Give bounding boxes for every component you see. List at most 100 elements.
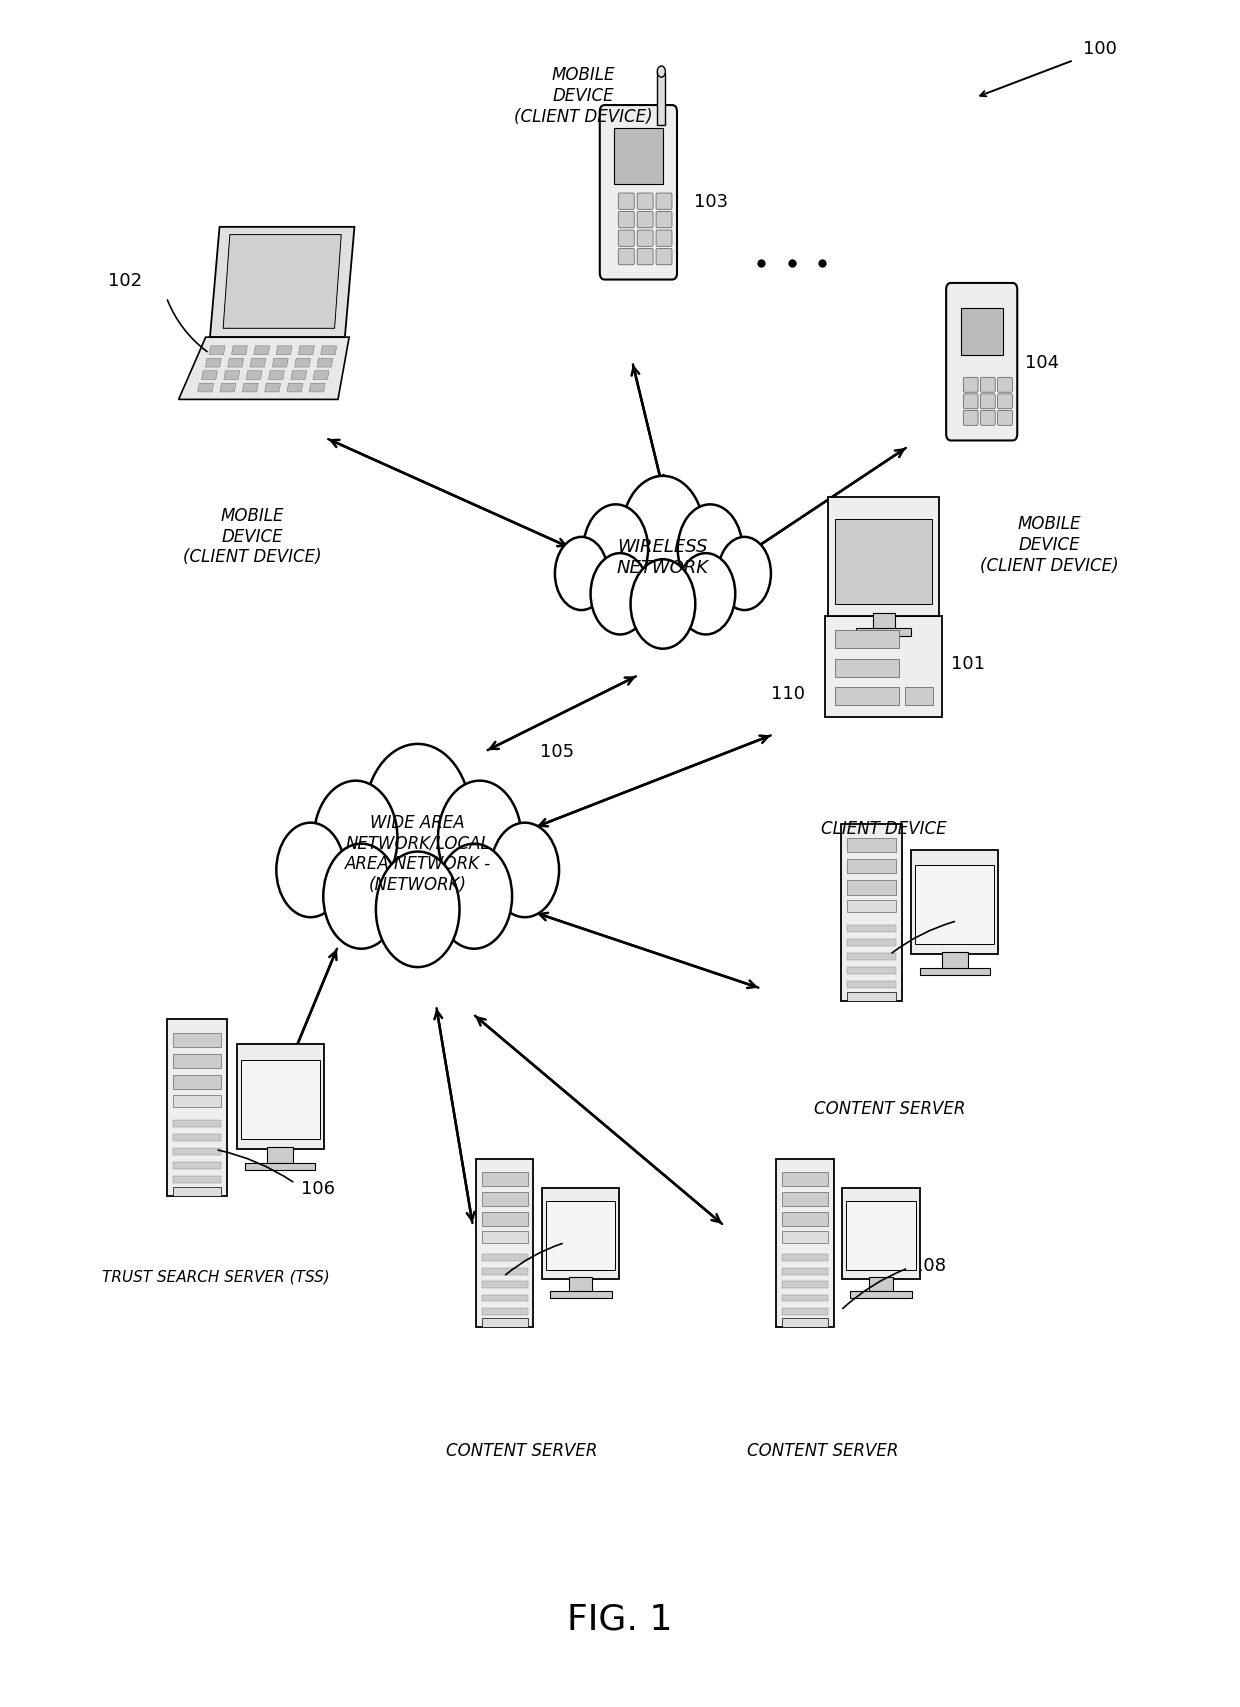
Bar	[847, 939, 895, 946]
FancyBboxPatch shape	[600, 106, 677, 280]
Polygon shape	[254, 347, 270, 355]
Bar	[846, 1202, 916, 1270]
Circle shape	[491, 823, 559, 918]
Bar	[873, 615, 894, 630]
Bar	[482, 1296, 528, 1301]
FancyBboxPatch shape	[637, 249, 653, 266]
Bar	[835, 659, 899, 678]
Circle shape	[554, 538, 608, 611]
Polygon shape	[206, 358, 221, 367]
FancyBboxPatch shape	[963, 394, 978, 410]
FancyBboxPatch shape	[981, 394, 996, 410]
Text: FIG. 1: FIG. 1	[568, 1601, 672, 1635]
Bar	[828, 498, 939, 616]
Circle shape	[583, 505, 649, 594]
Bar	[782, 1193, 828, 1207]
Bar	[542, 1188, 619, 1280]
Text: MOBILE
DEVICE
(CLIENT DEVICE): MOBILE DEVICE (CLIENT DEVICE)	[182, 507, 321, 567]
Bar	[847, 925, 895, 932]
Polygon shape	[273, 358, 288, 367]
FancyBboxPatch shape	[619, 249, 634, 266]
Bar	[782, 1231, 828, 1243]
FancyBboxPatch shape	[637, 230, 653, 248]
Bar	[482, 1193, 528, 1207]
Bar	[905, 688, 932, 707]
Bar	[482, 1308, 528, 1314]
Bar	[174, 1162, 222, 1169]
Text: 107: 107	[568, 1232, 603, 1250]
FancyBboxPatch shape	[656, 195, 672, 210]
Bar	[782, 1308, 828, 1314]
Polygon shape	[314, 372, 329, 381]
Bar	[915, 865, 994, 944]
Polygon shape	[250, 358, 265, 367]
FancyBboxPatch shape	[619, 212, 634, 229]
FancyBboxPatch shape	[656, 249, 672, 266]
Bar	[835, 519, 932, 604]
Polygon shape	[291, 372, 306, 381]
Circle shape	[436, 845, 512, 949]
Bar	[847, 860, 895, 874]
Bar	[482, 1268, 528, 1275]
FancyBboxPatch shape	[946, 283, 1017, 440]
FancyBboxPatch shape	[619, 230, 634, 248]
Polygon shape	[277, 347, 293, 355]
Text: 103: 103	[693, 193, 728, 210]
FancyBboxPatch shape	[637, 212, 653, 229]
Bar	[482, 1318, 528, 1326]
Polygon shape	[210, 347, 226, 355]
Bar	[826, 616, 942, 719]
Bar	[911, 850, 998, 954]
Bar	[869, 1277, 893, 1294]
Polygon shape	[321, 347, 336, 355]
Circle shape	[376, 852, 460, 968]
Bar	[246, 1162, 315, 1171]
Bar	[174, 1055, 222, 1069]
Text: MOBILE
DEVICE
(CLIENT DEVICE): MOBILE DEVICE (CLIENT DEVICE)	[513, 67, 652, 125]
Polygon shape	[223, 236, 341, 329]
Bar	[782, 1212, 828, 1226]
Text: 106: 106	[301, 1180, 335, 1198]
Bar	[549, 1292, 611, 1297]
Polygon shape	[228, 358, 243, 367]
Circle shape	[314, 782, 398, 896]
Bar	[782, 1296, 828, 1301]
Polygon shape	[309, 384, 325, 393]
FancyBboxPatch shape	[963, 411, 978, 427]
Bar	[482, 1231, 528, 1243]
Bar	[476, 1159, 533, 1326]
Bar	[237, 1045, 324, 1149]
Circle shape	[718, 538, 771, 611]
Bar	[847, 881, 895, 894]
Polygon shape	[264, 384, 280, 393]
Polygon shape	[210, 227, 355, 338]
Text: 105: 105	[541, 743, 574, 760]
Polygon shape	[202, 372, 217, 381]
Polygon shape	[295, 358, 310, 367]
Circle shape	[631, 560, 696, 649]
Bar	[847, 968, 895, 975]
FancyBboxPatch shape	[619, 195, 634, 210]
Text: 102: 102	[108, 271, 141, 290]
Bar	[174, 1133, 222, 1140]
Bar	[174, 1120, 222, 1127]
Bar	[657, 73, 666, 126]
Text: TRUST SEARCH SERVER (TSS): TRUST SEARCH SERVER (TSS)	[102, 1268, 330, 1284]
Bar	[782, 1282, 828, 1289]
Bar	[847, 838, 895, 852]
FancyBboxPatch shape	[998, 394, 1012, 410]
Bar	[167, 1019, 227, 1197]
Polygon shape	[242, 384, 258, 393]
Bar	[482, 1173, 528, 1186]
Polygon shape	[317, 358, 332, 367]
Bar	[847, 992, 895, 1002]
Polygon shape	[286, 384, 303, 393]
FancyBboxPatch shape	[656, 212, 672, 229]
Text: 108: 108	[911, 1256, 946, 1273]
Text: CLIENT DEVICE: CLIENT DEVICE	[821, 819, 946, 838]
Bar	[856, 628, 911, 637]
Circle shape	[590, 553, 650, 635]
FancyBboxPatch shape	[656, 230, 672, 248]
FancyBboxPatch shape	[981, 411, 996, 427]
Text: CONTENT SERVER: CONTENT SERVER	[813, 1099, 966, 1116]
